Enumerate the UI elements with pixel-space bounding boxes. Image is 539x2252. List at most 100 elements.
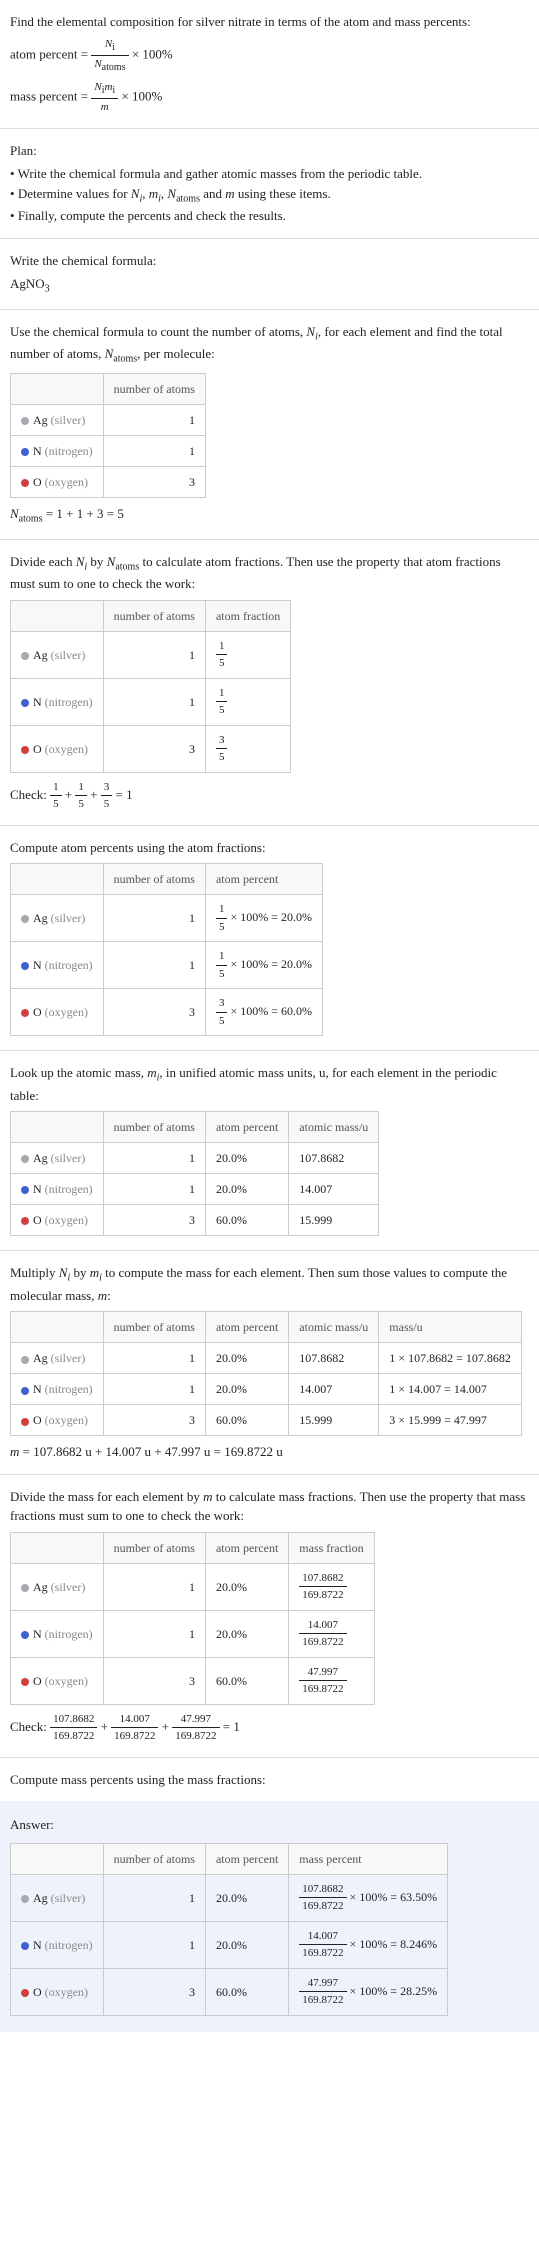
table-row: O (oxygen)360.0%47.997169.8722 — [11, 1657, 375, 1704]
table-header-row: number of atoms atom percent — [11, 864, 323, 895]
element-cell: Ag (silver) — [11, 895, 104, 942]
num-cell: 1 — [103, 1143, 205, 1174]
mass-calc-table: number of atoms atom percent atomic mass… — [10, 1311, 522, 1436]
num-cell: 1 — [103, 678, 205, 725]
element-cell: Ag (silver) — [11, 1343, 104, 1374]
mass-lookup-table: number of atoms atom percent atomic mass… — [10, 1111, 379, 1236]
header-cell — [11, 373, 104, 404]
element-dot-icon — [21, 1678, 29, 1686]
element-dot-icon — [21, 1895, 29, 1903]
element-dot-icon — [21, 1217, 29, 1225]
mass-lookup-section: Look up the atomic mass, mi, in unified … — [0, 1051, 539, 1251]
pct-cell: 15 × 100% = 20.0% — [205, 895, 322, 942]
element-cell: O (oxygen) — [11, 1205, 104, 1236]
plan-section: Plan: Write the chemical formula and gat… — [0, 129, 539, 239]
table-header-row: number of atoms atom percent atomic mass… — [11, 1312, 522, 1343]
element-dot-icon — [21, 1584, 29, 1592]
formula-section: Write the chemical formula: AgNO3 — [0, 239, 539, 310]
pct-cell: 20.0% — [205, 1174, 288, 1205]
mass-frac-table: number of atoms atom percent mass fracti… — [10, 1532, 375, 1705]
answer-box: Answer: number of atoms atom percent mas… — [0, 1801, 539, 2032]
table-row: N (nitrogen)120.0%14.0071 × 14.007 = 14.… — [11, 1374, 522, 1405]
num-cell: 1 — [103, 1374, 205, 1405]
element-cell: N (nitrogen) — [11, 1374, 104, 1405]
plan-item: Write the chemical formula and gather at… — [10, 164, 529, 184]
pct-cell: 20.0% — [205, 1874, 288, 1921]
num-cell: 1 — [103, 435, 205, 466]
table-row: N (nitrogen)120.0%14.007169.8722 — [11, 1610, 375, 1657]
element-dot-icon — [21, 1387, 29, 1395]
element-dot-icon — [21, 448, 29, 456]
mass-frac-check: Check: 107.8682169.8722 + 14.007169.8722… — [10, 1711, 529, 1745]
mass-percent-formula: mass percent = Nimi m × 100% — [10, 79, 529, 116]
table-row: N (nitrogen)120.0%14.007169.8722 × 100% … — [11, 1921, 448, 1968]
fraction: Nimi m — [91, 79, 118, 116]
mass-cell: 15.999 — [289, 1205, 379, 1236]
table-header-row: number of atoms atom fraction — [11, 600, 291, 631]
num-cell: 3 — [103, 1968, 205, 2015]
element-dot-icon — [21, 1942, 29, 1950]
pct-cell: 60.0% — [205, 1657, 288, 1704]
pct-cell: 35 × 100% = 60.0% — [205, 989, 322, 1036]
num-cell: 3 — [103, 989, 205, 1036]
atom-frac-table: number of atoms atom fraction Ag (silver… — [10, 600, 291, 773]
element-cell: Ag (silver) — [11, 1143, 104, 1174]
element-cell: O (oxygen) — [11, 989, 104, 1036]
plan-title: Plan: — [10, 141, 529, 161]
num-cell: 3 — [103, 466, 205, 497]
pct-cell: 60.0% — [205, 1968, 288, 2015]
table-row: N (nitrogen)115 × 100% = 20.0% — [11, 942, 323, 989]
mass-lookup-intro: Look up the atomic mass, mi, in unified … — [10, 1063, 529, 1105]
element-dot-icon — [21, 962, 29, 970]
num-cell: 1 — [103, 1563, 205, 1610]
element-cell: N (nitrogen) — [11, 435, 104, 466]
element-cell: Ag (silver) — [11, 1874, 104, 1921]
element-cell: O (oxygen) — [11, 1657, 104, 1704]
count-section: Use the chemical formula to count the nu… — [0, 310, 539, 540]
intro-text: Find the elemental composition for silve… — [10, 12, 529, 32]
plan-list: Write the chemical formula and gather at… — [10, 164, 529, 226]
element-cell: Ag (silver) — [11, 631, 104, 678]
pct-cell: 60.0% — [205, 1205, 288, 1236]
mass-cell: 14.007 — [289, 1374, 379, 1405]
num-cell: 1 — [103, 404, 205, 435]
frac-cell: 107.8682169.8722 — [289, 1563, 374, 1610]
table-header-row: number of atoms atom percent mass fracti… — [11, 1532, 375, 1563]
pct-cell: 60.0% — [205, 1405, 288, 1436]
element-cell: Ag (silver) — [11, 1563, 104, 1610]
chemical-formula: AgNO3 — [10, 274, 529, 297]
element-dot-icon — [21, 1186, 29, 1194]
element-cell: N (nitrogen) — [11, 942, 104, 989]
plan-item: Determine values for Ni, mi, Natoms and … — [10, 184, 529, 207]
element-dot-icon — [21, 1155, 29, 1163]
frac-cell: 35 — [205, 725, 290, 772]
atom-frac-check: Check: 15 + 15 + 35 = 1 — [10, 779, 529, 813]
answer-title: Answer: — [10, 1815, 529, 1835]
atom-percent-section: Compute atom percents using the atom fra… — [0, 826, 539, 1052]
num-cell: 1 — [103, 1174, 205, 1205]
table-row: O (oxygen)360.0%15.999 — [11, 1205, 379, 1236]
element-dot-icon — [21, 652, 29, 660]
num-cell: 1 — [103, 631, 205, 678]
element-cell: O (oxygen) — [11, 1405, 104, 1436]
element-cell: O (oxygen) — [11, 725, 104, 772]
element-cell: Ag (silver) — [11, 404, 104, 435]
element-dot-icon — [21, 479, 29, 487]
formula-title: Write the chemical formula: — [10, 251, 529, 271]
element-cell: N (nitrogen) — [11, 1610, 104, 1657]
element-dot-icon — [21, 417, 29, 425]
atom-pct-intro: Compute atom percents using the atom fra… — [10, 838, 529, 858]
frac-cell: 14.007169.8722 — [289, 1610, 374, 1657]
num-cell: 1 — [103, 1921, 205, 1968]
element-dot-icon — [21, 1989, 29, 1997]
plan-item: Finally, compute the percents and check … — [10, 206, 529, 226]
count-intro: Use the chemical formula to count the nu… — [10, 322, 529, 367]
num-cell: 1 — [103, 1874, 205, 1921]
mass-pct-cell: 107.8682169.8722 × 100% = 63.50% — [289, 1874, 448, 1921]
element-dot-icon — [21, 1418, 29, 1426]
atom-frac-intro: Divide each Ni by Natoms to calculate at… — [10, 552, 529, 594]
mass-calc-section: Multiply Ni by mi to compute the mass fo… — [0, 1251, 539, 1475]
frac-cell: 15 — [205, 631, 290, 678]
element-cell: N (nitrogen) — [11, 1174, 104, 1205]
element-dot-icon — [21, 915, 29, 923]
